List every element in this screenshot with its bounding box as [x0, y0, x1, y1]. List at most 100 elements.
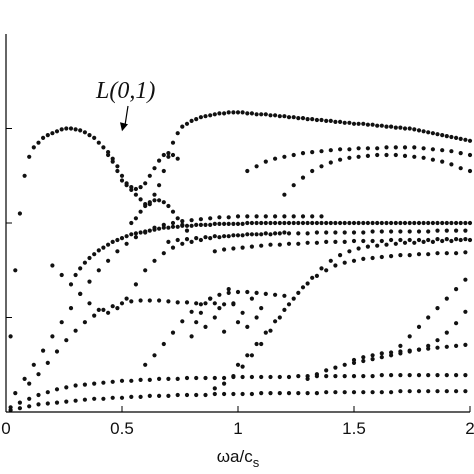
- data-point: [203, 324, 208, 329]
- data-point: [407, 373, 412, 378]
- data-point: [166, 393, 171, 398]
- data-point: [379, 220, 384, 226]
- data-point: [384, 124, 389, 129]
- data-point: [324, 220, 329, 226]
- data-point: [342, 374, 347, 379]
- data-point: [361, 390, 366, 395]
- data-point: [96, 140, 101, 145]
- data-point: [384, 145, 389, 150]
- data-point: [440, 159, 445, 164]
- data-point: [110, 395, 115, 400]
- data-point: [254, 315, 259, 320]
- data-point: [263, 220, 268, 226]
- data-point: [203, 222, 208, 227]
- data-point: [440, 133, 445, 138]
- annotation-label: L(0,1): [95, 78, 155, 104]
- data-point: [435, 373, 440, 378]
- data-point: [249, 391, 254, 397]
- data-point: [463, 228, 468, 233]
- data-point: [110, 239, 115, 244]
- data-point: [73, 398, 78, 403]
- data-point: [435, 306, 440, 311]
- data-point: [115, 237, 120, 243]
- data-point: [412, 240, 417, 245]
- data-point: [208, 216, 213, 221]
- data-point: [175, 216, 180, 221]
- data-point: [231, 221, 236, 226]
- data-point: [454, 373, 459, 378]
- data-point: [435, 345, 440, 350]
- data-point: [212, 234, 217, 239]
- data-point: [115, 249, 120, 254]
- data-point: [286, 302, 292, 307]
- data-point: [245, 111, 250, 116]
- data-point: [268, 232, 273, 237]
- data-point: [319, 117, 324, 123]
- data-point: [208, 296, 213, 301]
- data-point: [231, 391, 236, 397]
- data-point: [454, 321, 459, 326]
- data-point: [180, 124, 185, 129]
- data-point: [184, 375, 190, 381]
- data-point: [87, 133, 92, 138]
- data-point: [361, 220, 366, 226]
- data-point: [157, 158, 162, 163]
- data-point: [324, 268, 329, 273]
- data-point: [194, 375, 199, 381]
- data-point: [263, 330, 268, 335]
- data-point: [240, 233, 245, 238]
- data-point: [458, 220, 463, 226]
- data-point: [170, 152, 176, 158]
- data-point: [138, 185, 143, 190]
- data-point: [449, 162, 454, 167]
- data-point: [444, 296, 449, 301]
- data-point: [375, 243, 380, 248]
- data-point: [361, 374, 366, 379]
- data-point: [254, 290, 259, 295]
- data-point: [226, 221, 231, 226]
- data-point: [440, 238, 445, 244]
- data-point: [314, 230, 319, 235]
- data-point: [92, 313, 97, 318]
- data-point: [222, 111, 227, 116]
- data-point: [273, 214, 278, 219]
- data-point: [296, 290, 301, 295]
- data-point: [180, 219, 185, 224]
- data-point: [361, 358, 366, 364]
- data-point: [45, 133, 50, 138]
- data-point: [138, 209, 143, 214]
- data-point: [194, 236, 199, 241]
- data-point: [129, 394, 134, 399]
- data-point: [212, 221, 217, 226]
- data-point: [106, 258, 111, 263]
- data-point: [314, 273, 319, 278]
- data-point: [17, 211, 22, 216]
- data-point: [393, 145, 398, 150]
- data-point: [41, 135, 46, 140]
- data-point: [73, 127, 78, 132]
- data-point: [458, 237, 463, 243]
- data-point: [454, 343, 459, 348]
- data-point: [347, 249, 352, 254]
- data-point: [184, 237, 190, 242]
- data-point: [249, 111, 254, 116]
- data-point: [305, 231, 310, 236]
- data-point: [356, 220, 361, 226]
- data-point: [119, 236, 125, 241]
- data-point: [231, 246, 236, 251]
- data-point: [291, 152, 296, 158]
- data-point: [259, 306, 264, 311]
- data-point: [240, 391, 245, 397]
- data-point: [101, 307, 106, 312]
- data-point: [231, 110, 236, 115]
- data-point: [129, 232, 134, 237]
- data-point: [342, 220, 347, 226]
- data-point: [305, 374, 310, 379]
- data-point: [430, 239, 435, 244]
- data-point: [124, 241, 129, 246]
- data-point: [310, 168, 315, 174]
- data-point: [263, 112, 268, 117]
- data-point: [147, 298, 152, 303]
- annotation-arrow: [124, 105, 129, 126]
- data-point: [328, 220, 333, 226]
